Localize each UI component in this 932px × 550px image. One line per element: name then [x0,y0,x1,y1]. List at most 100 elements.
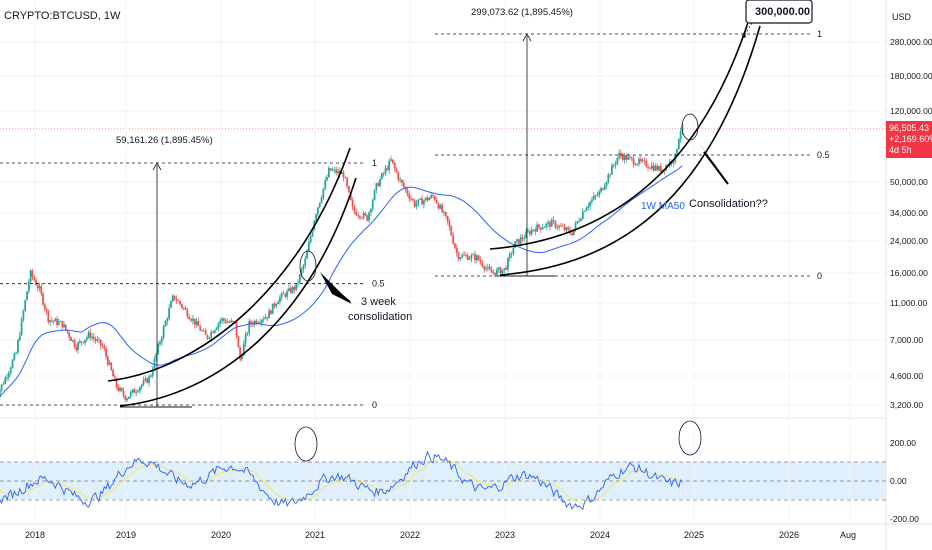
ma50-label: 1W MA50 [641,201,685,212]
candle-body [348,186,350,193]
candle-body [306,251,308,259]
candle-body [441,205,444,213]
candle-body [193,318,196,325]
target-callout-box [745,0,813,24]
ma50-line [0,165,683,398]
candle-body [390,159,392,161]
candle-body [512,247,515,254]
candle-body [201,330,203,332]
candle-body [70,337,72,341]
candle-body [33,276,36,281]
candle-body [561,226,564,228]
candle-body [273,303,276,307]
channel2-lower [499,25,761,276]
candle-body [612,164,615,166]
candle-body [162,326,165,338]
candle-body [357,215,360,217]
candle-body [525,231,528,238]
candle-body [625,155,628,160]
candle-body [184,308,187,310]
candle-body [271,303,274,314]
candle-body [237,336,240,348]
candle-body [654,165,657,171]
candle-body [122,390,125,396]
candle-body [581,211,584,219]
candle-body [550,219,553,227]
candle-body [386,168,389,171]
candle-body [22,310,25,319]
candle-body [0,390,1,397]
candle-body [565,227,568,231]
candle-body [43,304,46,309]
candle-body [648,167,651,169]
consolidation1-arrow-shaft [325,281,351,303]
candle-body [359,215,361,218]
measure1-arrow [152,162,162,171]
symbol-title[interactable]: CRYPTO:BTCUSD, 1W [4,10,121,22]
candle-body [605,182,608,187]
candle-body [510,253,513,255]
candle-body [388,160,391,171]
time-tick-label: 2018 [25,530,45,540]
oscillator-tick-label: 0.00 [890,476,907,486]
candle-body [342,172,345,178]
candle-body [61,321,64,328]
price-tick-label: 7,000.00 [890,335,923,345]
candle-body [659,166,662,173]
candle-body [77,342,79,350]
time-tick-label: 2022 [400,530,420,540]
candle-body [82,342,85,344]
candle-body [66,329,69,333]
candle-body [188,316,191,320]
candle-body [131,389,134,393]
candle-body [530,229,533,235]
candle-body [71,340,74,341]
candle-body [437,203,440,209]
price-tick-label: 50,000.00 [890,177,928,187]
candle-body [224,320,227,323]
fib1-level-label: 0.5 [372,279,385,289]
candle-body [250,321,252,324]
candle-body [59,321,62,322]
candle-body [327,168,330,177]
candle-body [52,320,55,322]
candle-body [155,353,158,359]
candle-body [144,378,147,381]
candle-body [326,176,328,181]
candle-body [106,356,109,365]
candle-body [344,177,347,179]
candle-body [583,211,586,212]
currency-label: USD [892,12,912,22]
candle-body [4,377,7,384]
candle-body [570,233,573,236]
candle-body [315,214,317,221]
candle-body [650,165,653,169]
candle-body [101,345,104,347]
candle-body [677,138,680,149]
candle-body [298,274,301,283]
candle-body [242,343,245,356]
candle-body [113,376,116,379]
price-tick-label: 120,000.00 [890,106,932,116]
candle-body [182,307,185,309]
candle-body [63,324,65,328]
candle-body [204,330,207,335]
candle-body [340,172,343,174]
candle-body [459,257,462,260]
candle-body [556,227,559,229]
candle-body [620,152,622,156]
candle-body [17,340,19,353]
candle-body [170,301,172,308]
consolidation1-label-line1: 3 week [361,296,396,308]
candle-body [368,212,370,221]
candle-body [190,319,192,321]
last-price-change: +2,169.60% [889,134,932,144]
candle-body [129,392,132,397]
candle-body [444,211,447,216]
candle-body [621,155,624,161]
candle-body [215,327,218,331]
candle-body [40,286,43,294]
candle-body [547,222,550,224]
price-tick-label: 24,000.00 [890,236,928,246]
